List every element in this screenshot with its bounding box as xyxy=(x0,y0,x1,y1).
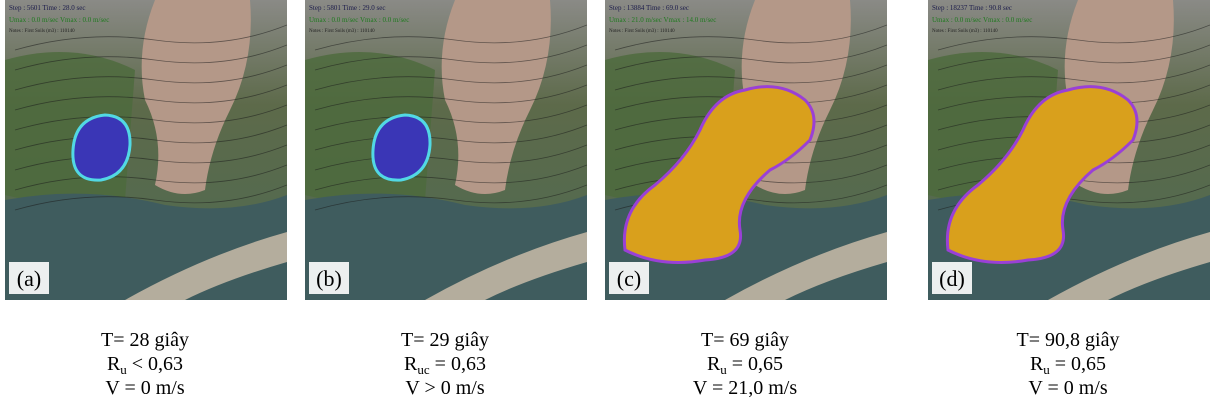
notes-text: Notes : First Soils (m3) : 110140 xyxy=(609,29,675,34)
ratio-subscript: u xyxy=(1043,362,1050,377)
step-text: Step : 13884 Time : 69.0 sec xyxy=(609,4,689,12)
caption-velocity: V > 0 m/s xyxy=(305,376,585,400)
simulation-image: Step : 13884 Time : 69.0 sec Umax : 21.0 … xyxy=(605,0,887,300)
caption-ratio: Ru = 0,65 xyxy=(928,352,1208,376)
caption-velocity: V = 0 m/s xyxy=(928,376,1208,400)
ratio-symbol: R xyxy=(107,353,120,375)
figure: Step : 5601 Time : 28.0 sec Umax : 0.0 m/… xyxy=(0,0,1211,413)
ratio-value: < 0,63 xyxy=(132,353,183,375)
step-text: Step : 5801 Time : 29.0 sec xyxy=(309,4,385,12)
caption-time: T= 69 giây xyxy=(605,328,885,352)
step-text: Step : 5601 Time : 28.0 sec xyxy=(9,4,85,12)
step-text: Step : 18237 Time : 90.8 sec xyxy=(932,4,1012,12)
caption-time: T= 90,8 giây xyxy=(928,328,1208,352)
ratio-subscript: u xyxy=(120,362,127,377)
panel-label: (c) xyxy=(617,266,641,291)
caption-ratio: Ruc = 0,63 xyxy=(305,352,585,376)
caption-time: T= 29 giây xyxy=(305,328,585,352)
ratio-value: = 0,63 xyxy=(435,353,486,375)
ratio-subscript: u xyxy=(720,362,727,377)
ratio-value: = 0,65 xyxy=(732,353,783,375)
notes-text: Notes : First Soils (m3) : 110140 xyxy=(309,29,375,34)
ratio-subscript: uc xyxy=(417,362,429,377)
simulation-image: Step : 18237 Time : 90.8 sec Umax : 0.0 m… xyxy=(928,0,1210,300)
speed-text: Umax : 0.0 m/sec Vmax : 0.0 m/sec xyxy=(309,16,409,24)
simulation-image: Step : 5801 Time : 29.0 sec Umax : 0.0 m/… xyxy=(305,0,587,300)
caption-velocity: V = 21,0 m/s xyxy=(605,376,885,400)
ratio-symbol: R xyxy=(404,353,417,375)
caption-ratio: Ru = 0,65 xyxy=(605,352,885,376)
caption-ratio: Ru < 0,63 xyxy=(5,352,285,376)
notes-text: Notes : First Soils (m3) : 110140 xyxy=(932,29,998,34)
panel-label: (b) xyxy=(316,266,342,291)
panel-label: (a) xyxy=(17,266,41,291)
panel-label: (d) xyxy=(939,266,965,291)
ratio-value: = 0,65 xyxy=(1055,353,1106,375)
caption-velocity: V = 0 m/s xyxy=(5,376,285,400)
simulation-image: Step : 5601 Time : 28.0 sec Umax : 0.0 m/… xyxy=(5,0,287,300)
speed-text: Umax : 0.0 m/sec Vmax : 0.0 m/sec xyxy=(932,16,1032,24)
ratio-symbol: R xyxy=(1030,353,1043,375)
speed-text: Umax : 21.0 m/sec Vmax : 14.0 m/sec xyxy=(609,16,716,24)
notes-text: Notes : First Soils (m3) : 110140 xyxy=(9,29,75,34)
ratio-symbol: R xyxy=(707,353,720,375)
debris-mass xyxy=(73,115,130,180)
speed-text: Umax : 0.0 m/sec Vmax : 0.0 m/sec xyxy=(9,16,109,24)
caption-time: T= 28 giây xyxy=(5,328,285,352)
debris-mass xyxy=(373,115,430,180)
